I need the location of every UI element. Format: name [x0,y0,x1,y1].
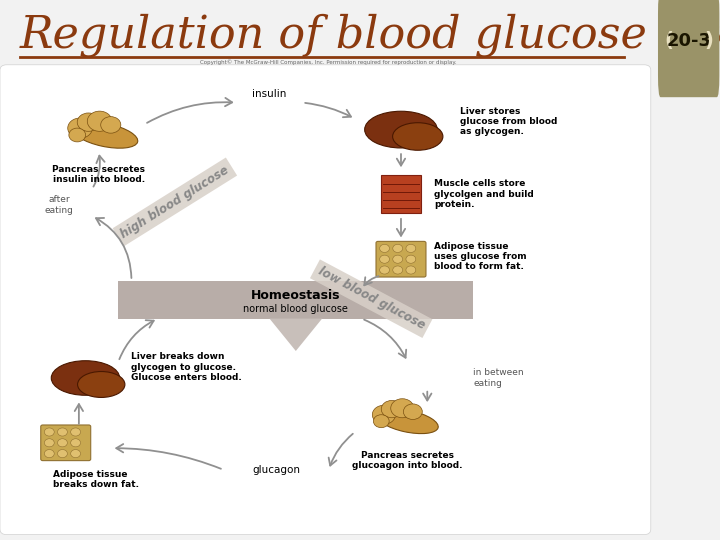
Text: Regulation of blood glucose level: Regulation of blood glucose level [19,14,720,57]
FancyBboxPatch shape [376,241,426,277]
Text: insulin: insulin [252,90,287,99]
Ellipse shape [392,123,443,150]
Circle shape [403,404,423,420]
Text: ): ) [704,31,714,50]
Circle shape [87,111,112,131]
Text: Adipose tissue
breaks down fat.: Adipose tissue breaks down fat. [53,470,138,489]
Bar [382,176,420,213]
Circle shape [406,255,415,263]
Text: glucagon: glucagon [252,465,300,475]
FancyBboxPatch shape [41,425,91,461]
Circle shape [374,415,389,428]
Text: 20-3: 20-3 [666,31,711,50]
Circle shape [406,266,415,274]
Text: (: ( [664,31,673,50]
Circle shape [379,244,390,252]
Ellipse shape [78,372,125,397]
Circle shape [382,401,402,418]
Circle shape [393,255,402,263]
Ellipse shape [51,361,120,395]
Circle shape [58,438,68,447]
Circle shape [379,255,390,263]
Bar [118,281,473,319]
Text: Liver breaks down
glycogen to glucose.
Glucose enters blood.: Liver breaks down glycogen to glucose. G… [132,352,242,382]
Ellipse shape [377,409,438,434]
Circle shape [58,449,68,457]
Circle shape [101,117,121,133]
Text: normal blood glucose: normal blood glucose [243,304,348,314]
Circle shape [71,438,81,447]
Text: in between
eating: in between eating [473,368,524,388]
FancyBboxPatch shape [658,0,719,97]
Text: after
eating: after eating [45,195,73,215]
Circle shape [69,128,86,142]
Text: Pancreas secretes
glucoagon into blood.: Pancreas secretes glucoagon into blood. [352,451,463,470]
Circle shape [393,266,402,274]
Circle shape [379,266,390,274]
Circle shape [45,449,54,457]
Text: Muscle cells store
glycolgen and build
protein.: Muscle cells store glycolgen and build p… [434,179,534,210]
FancyBboxPatch shape [0,65,651,535]
Text: Copyright© The McGraw-Hill Companies, Inc. Permission required for reproduction : Copyright© The McGraw-Hill Companies, In… [200,59,457,65]
Circle shape [77,113,99,131]
Text: Homeostasis: Homeostasis [251,289,341,302]
Circle shape [58,428,68,436]
Text: low blood glucose: low blood glucose [315,265,427,333]
Circle shape [71,428,81,436]
Circle shape [393,244,402,252]
Circle shape [68,118,92,138]
Ellipse shape [364,111,437,148]
Text: Pancreas secretes
insulin into blood.: Pancreas secretes insulin into blood. [52,165,145,184]
Text: high blood glucose: high blood glucose [118,163,231,241]
Circle shape [71,449,81,457]
Text: Liver stores
glucose from blood
as glycogen.: Liver stores glucose from blood as glyco… [460,106,557,137]
Circle shape [406,244,415,252]
Ellipse shape [73,122,138,148]
Polygon shape [269,319,322,351]
Circle shape [45,428,54,436]
Circle shape [45,438,54,447]
Text: Adipose tissue
uses glucose from
blood to form fat.: Adipose tissue uses glucose from blood t… [434,241,526,272]
Circle shape [372,405,395,424]
Circle shape [391,399,414,418]
